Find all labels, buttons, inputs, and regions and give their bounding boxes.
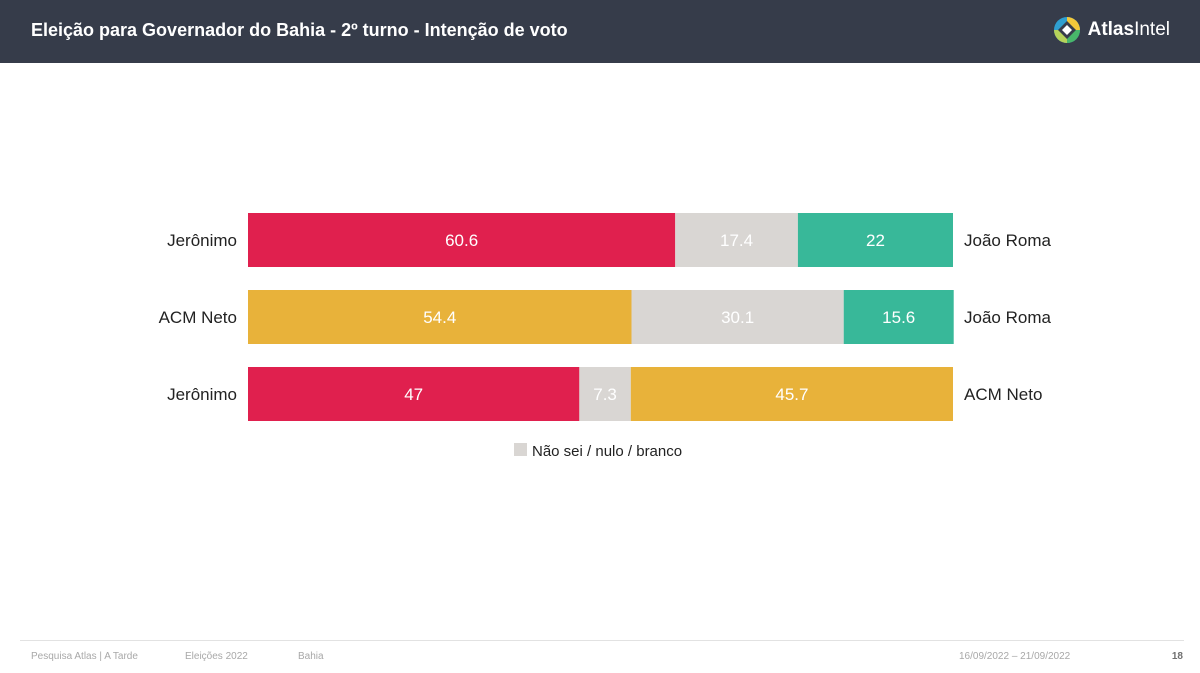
- footer-election: Eleições 2022: [185, 651, 248, 662]
- footer-dates: 16/09/2022 – 21/09/2022: [959, 651, 1071, 662]
- bar-segment: [675, 213, 798, 267]
- legend-label: Não sei / nulo / branco: [532, 443, 682, 460]
- brand-name-part2: Intel: [1134, 19, 1170, 40]
- footer-source: Pesquisa Atlas | A Tarde: [31, 651, 138, 662]
- row-left-label: ACM Neto: [159, 308, 237, 327]
- bar-segment: [631, 290, 844, 344]
- footer-page-number: 18: [1171, 651, 1183, 662]
- row-left-label: Jerônimo: [167, 385, 237, 404]
- atlasintel-logo-icon: [1053, 17, 1080, 43]
- row-right-label: ACM Neto: [964, 385, 1042, 404]
- bar-segment: [843, 290, 954, 344]
- brand-name: AtlasIntel: [1088, 19, 1170, 41]
- footer-divider: [20, 640, 1184, 641]
- bar-value-label: 7.3: [593, 385, 617, 404]
- brand-name-part1: Atlas: [1087, 19, 1135, 40]
- bar-segment: [797, 213, 953, 267]
- row-right-label: João Roma: [964, 231, 1051, 250]
- brand: AtlasIntel: [1052, 14, 1170, 46]
- page-title: Eleição para Governador do Bahia - 2º tu…: [31, 20, 568, 40]
- bar-value-label: 54.4: [423, 308, 456, 327]
- bar-value-label: 45.7: [775, 385, 808, 404]
- bar-segment: [579, 367, 631, 421]
- bar-value-label: 30.1: [721, 308, 754, 327]
- bar-value-label: 47: [404, 385, 423, 404]
- bar-value-label: 22: [866, 231, 885, 250]
- bar-value-label: 15.6: [882, 308, 915, 327]
- legend-swatch: [514, 443, 527, 456]
- bar-segment: [248, 213, 676, 267]
- bar-segment: [630, 367, 953, 421]
- bar-value-label: 60.6: [445, 231, 478, 250]
- row-right-label: João Roma: [964, 308, 1051, 327]
- footer-region: Bahia: [298, 651, 324, 662]
- bar-value-label: 17.4: [720, 231, 753, 250]
- row-left-label: Jerônimo: [167, 231, 237, 250]
- header-bar: Eleição para Governador do Bahia - 2º tu…: [0, 0, 1200, 63]
- stacked-bar-chart: Jerônimo 60.6 17.4 22 João Roma ACM Neto 54.4 3…: [159, 213, 1051, 460]
- bar-segment: [248, 290, 632, 344]
- bar-segment: [248, 367, 580, 421]
